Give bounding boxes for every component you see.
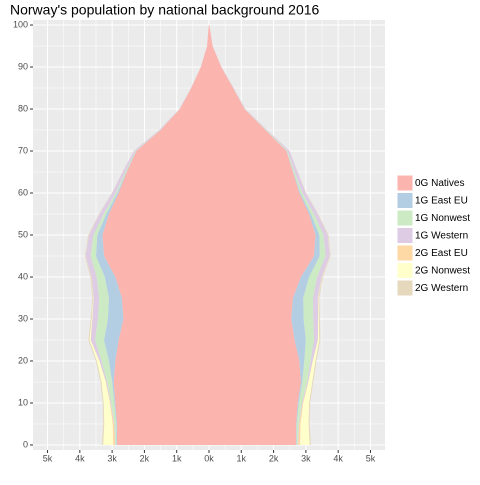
y-tick-label: 90 [18, 61, 28, 71]
x-tick-label: 4k [333, 453, 343, 463]
legend-label: 0G Natives [415, 178, 464, 189]
legend-label: 2G East EU [415, 248, 468, 259]
x-tick-label: 3k [107, 453, 117, 463]
legend-label: 1G Nonwest [415, 213, 470, 224]
legend-key [396, 209, 414, 227]
legend-label: 2G Nonwest [415, 266, 470, 277]
area-right [209, 25, 330, 445]
x-tick-label: 5k [43, 453, 53, 463]
y-tick-label: 20 [18, 355, 28, 365]
y-tick-label: 50 [18, 229, 28, 239]
legend-key [396, 227, 414, 244]
y-tick-label: 0 [23, 439, 28, 449]
x-tick-label: 1k [237, 453, 247, 463]
legend-key [396, 244, 414, 262]
chart-title: Norway's population by national backgrou… [10, 2, 320, 18]
x-tick-label: 3k [301, 453, 311, 463]
y-tick-label: 10 [18, 397, 28, 407]
legend-key [396, 279, 414, 297]
x-tick-label: 4k [75, 453, 85, 463]
y-tick-label: 80 [18, 103, 28, 113]
legend-label: 1G East EU [415, 196, 468, 207]
area-right [209, 25, 316, 445]
legend-label: 1G Western [415, 231, 468, 242]
legend-key [396, 262, 414, 279]
x-tick-label: 0k [204, 453, 214, 463]
y-tick-label: 30 [18, 313, 28, 323]
x-tick-label: 1k [172, 453, 182, 463]
legend-key [396, 174, 414, 192]
y-tick-label: 70 [18, 145, 28, 155]
x-tick-label: 2k [140, 453, 150, 463]
y-tick-label: 40 [18, 271, 28, 281]
legend-key [396, 192, 414, 209]
x-tick-label: 5k [366, 453, 376, 463]
y-tick-label: 60 [18, 187, 28, 197]
area-left [102, 25, 209, 445]
legend-label: 2G Western [415, 283, 468, 294]
y-tick-label: 100 [13, 19, 28, 29]
x-tick-label: 2k [269, 453, 279, 463]
